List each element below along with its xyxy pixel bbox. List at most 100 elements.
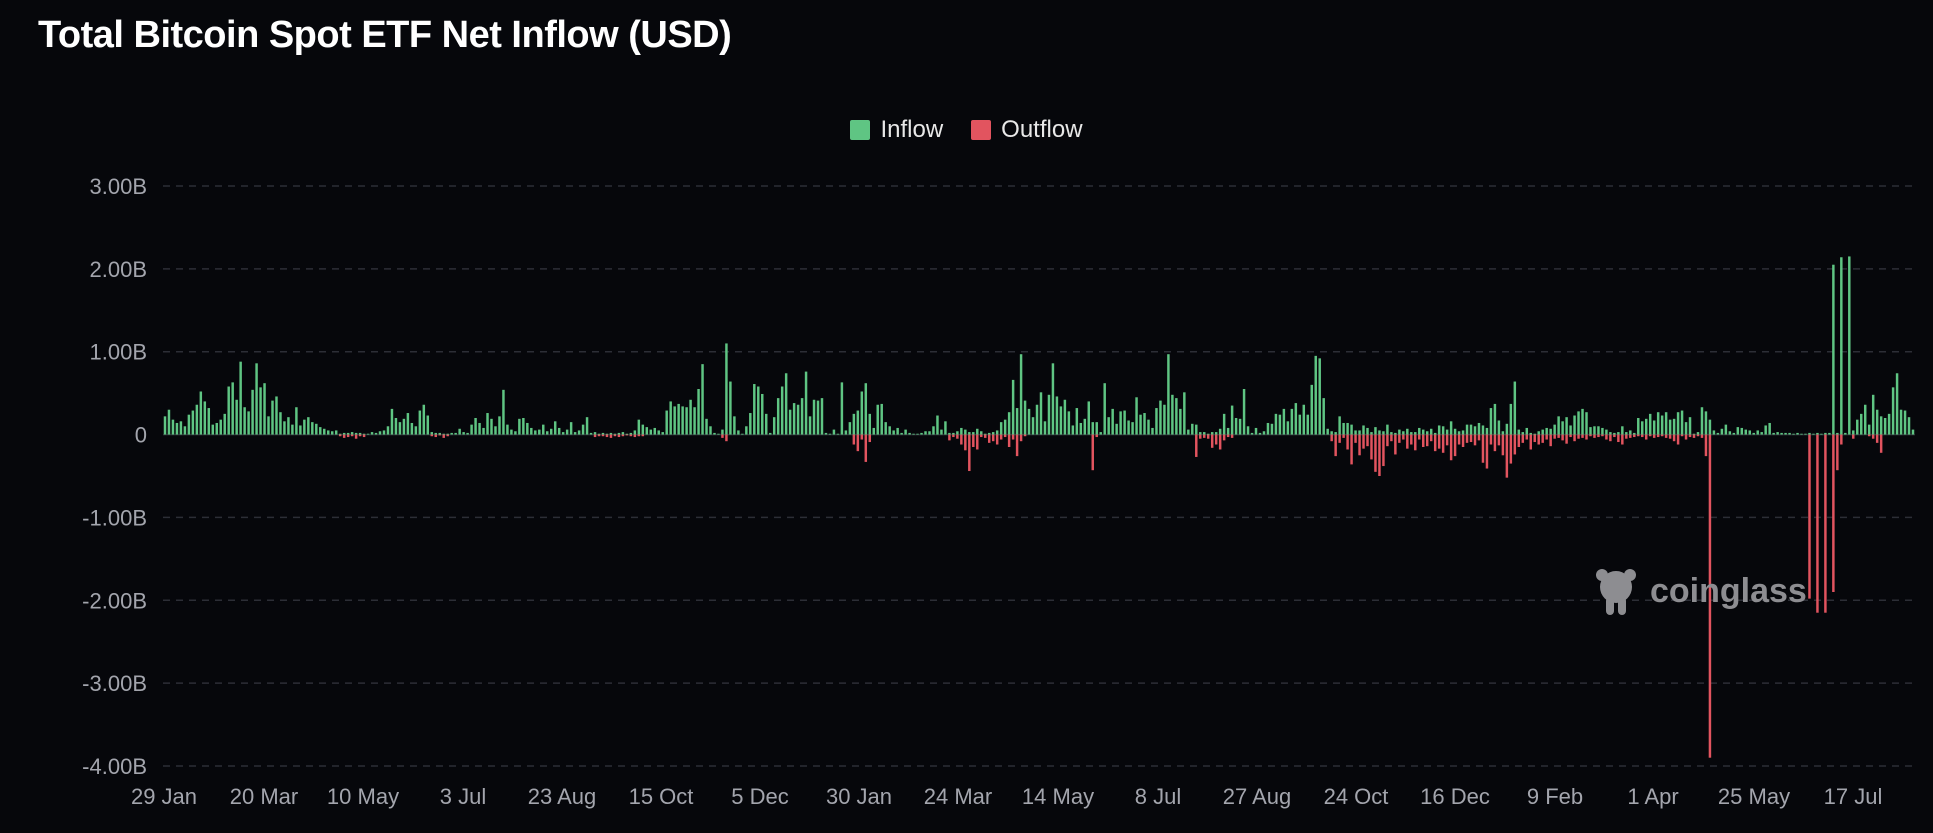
inflow-bar xyxy=(1776,432,1779,435)
inflow-bar xyxy=(354,432,358,435)
inflow-bar xyxy=(1637,418,1640,435)
outflow-bar xyxy=(1672,434,1676,442)
inflow-bar xyxy=(633,430,637,435)
inflow-bar xyxy=(171,419,175,435)
inflow-bar xyxy=(1386,424,1389,435)
legend-swatch-inflow xyxy=(850,120,871,140)
x-tick-label: 15 Oct xyxy=(629,784,694,809)
outflow-bar xyxy=(609,434,613,438)
x-tick-label: 10 May xyxy=(327,784,399,809)
outflow-bar xyxy=(442,434,445,438)
inflow-bar xyxy=(1684,422,1688,435)
outflow-bar xyxy=(995,434,999,445)
inflow-bar xyxy=(1031,417,1035,435)
inflow-bar xyxy=(1585,412,1588,435)
outflow-bar xyxy=(1214,434,1218,445)
inflow-bar xyxy=(597,433,601,435)
inflow-bar xyxy=(557,427,561,435)
outflow-bar xyxy=(1601,434,1604,437)
inflow-bar xyxy=(1011,379,1015,435)
inflow-bar xyxy=(733,416,736,435)
outflow-bar xyxy=(1457,434,1461,445)
outflow-bar xyxy=(1684,434,1688,440)
inflow-bar xyxy=(179,421,183,435)
outflow-bar xyxy=(617,434,621,438)
inflow-bar xyxy=(530,427,533,435)
inflow-bar xyxy=(1501,431,1505,435)
outflow-bar xyxy=(1696,434,1700,437)
legend-item-outflow[interactable]: Outflow xyxy=(971,116,1083,144)
inflow-bar xyxy=(426,415,430,435)
inflow-bar xyxy=(705,418,708,435)
inflow-bar xyxy=(1270,423,1274,435)
inflow-bar xyxy=(872,427,875,435)
inflow-bar xyxy=(1692,433,1696,435)
inflow-bar xyxy=(470,424,473,435)
inflow-bar xyxy=(346,432,350,435)
inflow-bar xyxy=(717,433,720,435)
outflow-bar xyxy=(1553,434,1556,439)
legend-item-inflow[interactable]: Inflow xyxy=(850,116,943,144)
outflow-bar xyxy=(1338,434,1341,443)
outflow-bar xyxy=(1199,434,1202,439)
inflow-bar xyxy=(334,430,338,435)
inflow-bar xyxy=(402,418,406,435)
inflow-bar xyxy=(761,393,764,435)
inflow-bar xyxy=(948,432,951,435)
inflow-bar xyxy=(227,386,230,435)
inflow-bar xyxy=(1704,411,1708,435)
outflow-bar xyxy=(1023,434,1027,437)
inflow-bar xyxy=(1167,354,1170,435)
outflow-bar xyxy=(1007,434,1011,447)
outflow-bar xyxy=(991,434,995,442)
outflow-bar xyxy=(346,434,350,438)
outflow-bar xyxy=(1656,434,1660,438)
inflow-bar xyxy=(884,422,887,435)
inflow-bar xyxy=(1895,373,1899,435)
outflow-bar xyxy=(1700,434,1704,438)
inflow-bar xyxy=(968,432,971,435)
inflow-bar xyxy=(753,384,756,435)
x-tick-label: 20 Mar xyxy=(230,784,298,809)
inflow-bar xyxy=(1867,424,1871,435)
inflow-bar xyxy=(263,383,266,435)
inflow-bar xyxy=(450,432,453,435)
inflow-bar xyxy=(749,413,752,435)
inflow-bar xyxy=(1103,383,1106,435)
outflow-bar xyxy=(1676,434,1680,445)
outflow-bar xyxy=(1605,434,1608,440)
inflow-bar xyxy=(1242,389,1246,435)
inflow-bar xyxy=(1183,392,1186,435)
inflow-bar xyxy=(1525,427,1529,435)
legend-label-outflow: Outflow xyxy=(1001,116,1083,143)
inflow-bar xyxy=(283,421,286,435)
outflow-bar xyxy=(350,434,354,437)
inflow-bar xyxy=(287,417,290,435)
inflow-bar xyxy=(757,386,760,435)
outflow-bar xyxy=(1680,434,1684,437)
inflow-bar xyxy=(1306,414,1310,435)
inflow-bar xyxy=(1027,408,1031,435)
inflow-bar xyxy=(1083,418,1087,435)
inflow-bar xyxy=(924,431,927,435)
inflow-bar xyxy=(1406,428,1409,435)
outflow-bar xyxy=(354,434,358,439)
inflow-bar xyxy=(247,411,250,435)
inflow-bar xyxy=(167,409,171,435)
outflow-bar xyxy=(1613,434,1616,438)
inflow-bar xyxy=(1891,387,1895,435)
outflow-bar xyxy=(968,434,971,472)
outflow-bar xyxy=(1533,434,1536,443)
inflow-bar xyxy=(896,427,899,435)
inflow-bar xyxy=(585,417,589,435)
outflow-bar xyxy=(1433,434,1437,452)
inflow-bar xyxy=(1358,430,1361,435)
inflow-bar xyxy=(625,433,629,435)
inflow-bar xyxy=(1334,432,1337,435)
inflow-bar xyxy=(856,410,860,435)
inflow-bar xyxy=(1123,410,1126,435)
outflow-bar xyxy=(976,434,979,450)
inflow-bar xyxy=(864,383,868,435)
inflow-bar xyxy=(868,413,872,435)
inflow-bar xyxy=(1549,428,1552,435)
